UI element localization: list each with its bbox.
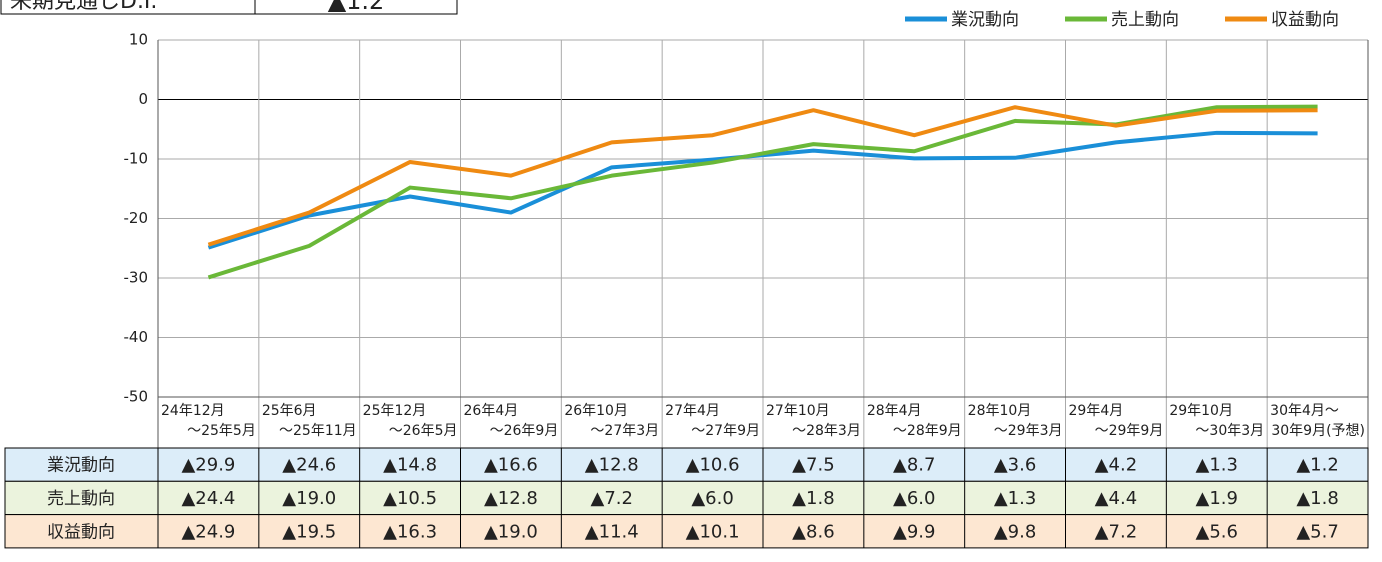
table-cell: ▲10.6 <box>686 455 740 476</box>
table-cell: ▲7.2 <box>1095 521 1137 542</box>
x-tick-label: ～27年3月 <box>590 423 659 439</box>
table-row-bg <box>4 480 1369 516</box>
x-tick-label: 25年12月 <box>363 403 427 419</box>
x-tick-label: 29年10月 <box>1169 403 1233 419</box>
table-cell: ▲1.8 <box>792 488 834 509</box>
x-tick-label: ～26年5月 <box>389 423 458 439</box>
x-tick-label: 24年12月 <box>161 403 225 419</box>
x-tick-label: ～28年9月 <box>893 423 962 439</box>
series-line <box>207 105 1318 247</box>
x-tick-label: 28年10月 <box>968 403 1032 419</box>
table-cell: ▲1.3 <box>1196 455 1238 476</box>
y-tick-label: 10 <box>129 31 148 49</box>
table-cell: ▲6.0 <box>893 488 935 509</box>
table-row-label: 業況動向 <box>47 456 115 476</box>
header-value: ▲1.2 <box>328 0 385 15</box>
table-row-label: 収益動向 <box>47 522 115 542</box>
x-tick-label: ～28年3月 <box>792 423 861 439</box>
header-box <box>0 0 458 15</box>
table-cell: ▲14.8 <box>383 455 437 476</box>
table-row-label: 売上動向 <box>47 489 115 509</box>
table-cell: ▲9.9 <box>893 521 935 542</box>
table-cell: ▲1.2 <box>1296 455 1338 476</box>
table-cell: ▲1.3 <box>994 488 1036 509</box>
table-cell: ▲19.5 <box>282 521 336 542</box>
y-tick-label: -30 <box>124 269 149 287</box>
legend-label: 業況動向 <box>951 10 1019 30</box>
y-tick-label: -50 <box>124 388 149 406</box>
table-cell: ▲12.8 <box>484 488 538 509</box>
x-tick-label: 29年4月 <box>1069 403 1124 419</box>
table-cell: ▲8.7 <box>893 455 935 476</box>
x-tick-label: 30年9月(予想) <box>1271 423 1365 439</box>
table-cell: ▲1.8 <box>1296 488 1338 509</box>
table-cell: ▲3.6 <box>994 455 1036 476</box>
x-tick-label: 26年10月 <box>564 403 628 419</box>
table-cell: ▲6.0 <box>691 488 733 509</box>
table-cell: ▲5.6 <box>1196 521 1238 542</box>
table-cell: ▲16.3 <box>383 521 437 542</box>
x-tick-label: ～29年3月 <box>994 423 1063 439</box>
table-cell: ▲24.9 <box>181 521 235 542</box>
x-tick-label: 27年4月 <box>665 403 720 419</box>
x-tick-label: 27年10月 <box>766 403 830 419</box>
x-tick-label: ～30年3月 <box>1195 423 1264 439</box>
x-tick-label: 25年6月 <box>262 403 317 419</box>
table-cell: ▲8.6 <box>792 521 834 542</box>
y-tick-label: -40 <box>124 328 149 346</box>
legend-label: 売上動向 <box>1111 10 1179 30</box>
x-tick-label: 26年4月 <box>464 403 519 419</box>
x-tick-label: 30年4月～ <box>1270 403 1339 419</box>
y-tick-label: -10 <box>124 150 149 168</box>
x-tick-label: ～29年9月 <box>1095 423 1164 439</box>
table-row-bg <box>4 514 1369 549</box>
table-cell: ▲7.5 <box>792 455 834 476</box>
table-cell: ▲9.8 <box>994 521 1036 542</box>
table-cell: ▲11.4 <box>585 521 639 542</box>
table-cell: ▲12.8 <box>585 455 639 476</box>
x-tick-label: ～25年11月 <box>279 423 357 439</box>
table-cell: ▲29.9 <box>181 455 235 476</box>
table-cell: ▲10.5 <box>383 488 437 509</box>
table-cell: ▲16.6 <box>484 455 538 476</box>
header-label: 来期見通しD.I. <box>10 0 157 14</box>
y-tick-label: -20 <box>124 209 149 227</box>
table-cell: ▲5.7 <box>1296 521 1338 542</box>
x-tick-label: ～25年5月 <box>187 423 256 439</box>
table-cell: ▲24.4 <box>181 488 235 509</box>
y-tick-label: 0 <box>138 90 148 108</box>
table-cell: ▲4.4 <box>1095 488 1137 509</box>
legend-label: 収益動向 <box>1271 10 1339 30</box>
table-cell: ▲10.1 <box>686 521 740 542</box>
table-cell: ▲7.2 <box>591 488 633 509</box>
table-cell: ▲19.0 <box>282 488 336 509</box>
x-tick-label: ～26年9月 <box>490 423 559 439</box>
table-cell: ▲1.9 <box>1196 488 1238 509</box>
table-cell: ▲24.6 <box>282 455 336 476</box>
table-cell: ▲19.0 <box>484 521 538 542</box>
x-tick-label: ～27年9月 <box>691 423 760 439</box>
table-cell: ▲4.2 <box>1095 455 1137 476</box>
x-tick-label: 28年4月 <box>867 403 922 419</box>
